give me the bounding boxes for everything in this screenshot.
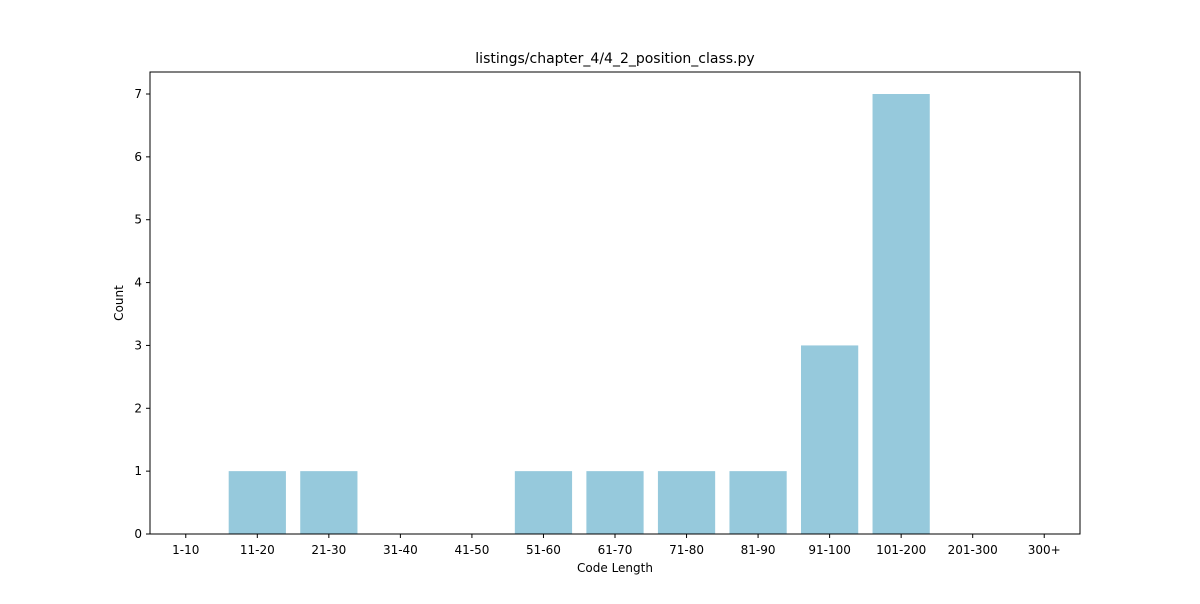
x-tick-label: 71-80 (669, 543, 704, 557)
y-tick-label: 7 (134, 87, 142, 101)
y-tick-label: 1 (134, 464, 142, 478)
x-tick-label: 21-30 (311, 543, 346, 557)
bars-group (228, 94, 930, 534)
bar-61-70 (586, 471, 644, 534)
y-tick-label: 6 (134, 150, 142, 164)
x-tick-label: 31-40 (383, 543, 418, 557)
bar-81-90 (729, 471, 787, 534)
x-tick-label: 91-100 (808, 543, 851, 557)
chart-title: listings/chapter_4/4_2_position_class.py (475, 51, 754, 67)
bar-11-20 (228, 471, 286, 534)
x-tick-label: 1-10 (172, 543, 199, 557)
x-tick-label: 11-20 (240, 543, 275, 557)
plot-frame (149, 71, 1081, 535)
y-tick-label: 4 (134, 276, 142, 290)
bar-71-80 (657, 471, 716, 534)
x-axis: 1-10 11-20 21-30 31-40 41-50 51-60 61-70 71-80 8… (172, 534, 1061, 557)
x-axis-title: Code Length (577, 561, 653, 575)
x-tick-label: 300+ (1028, 543, 1061, 557)
y-tick-label: 5 (134, 213, 142, 227)
y-axis-title: Count (112, 285, 126, 321)
y-tick-label: 0 (134, 527, 142, 541)
x-tick-label: 81-90 (741, 543, 776, 557)
y-tick-label: 2 (134, 401, 142, 415)
x-tick-label: 41-50 (454, 543, 489, 557)
bar-101-200 (872, 94, 930, 534)
bar-21-30 (300, 471, 358, 534)
x-tick-label: 61-70 (598, 543, 633, 557)
x-tick-label: 101-200 (876, 543, 926, 557)
x-tick-label: 51-60 (526, 543, 561, 557)
y-tick-label: 3 (134, 338, 142, 352)
bar-51-60 (514, 471, 573, 534)
y-axis: 0 1 2 3 4 5 6 7 (134, 87, 150, 541)
x-tick-label: 201-300 (948, 543, 998, 557)
bar-91-100 (801, 345, 859, 534)
